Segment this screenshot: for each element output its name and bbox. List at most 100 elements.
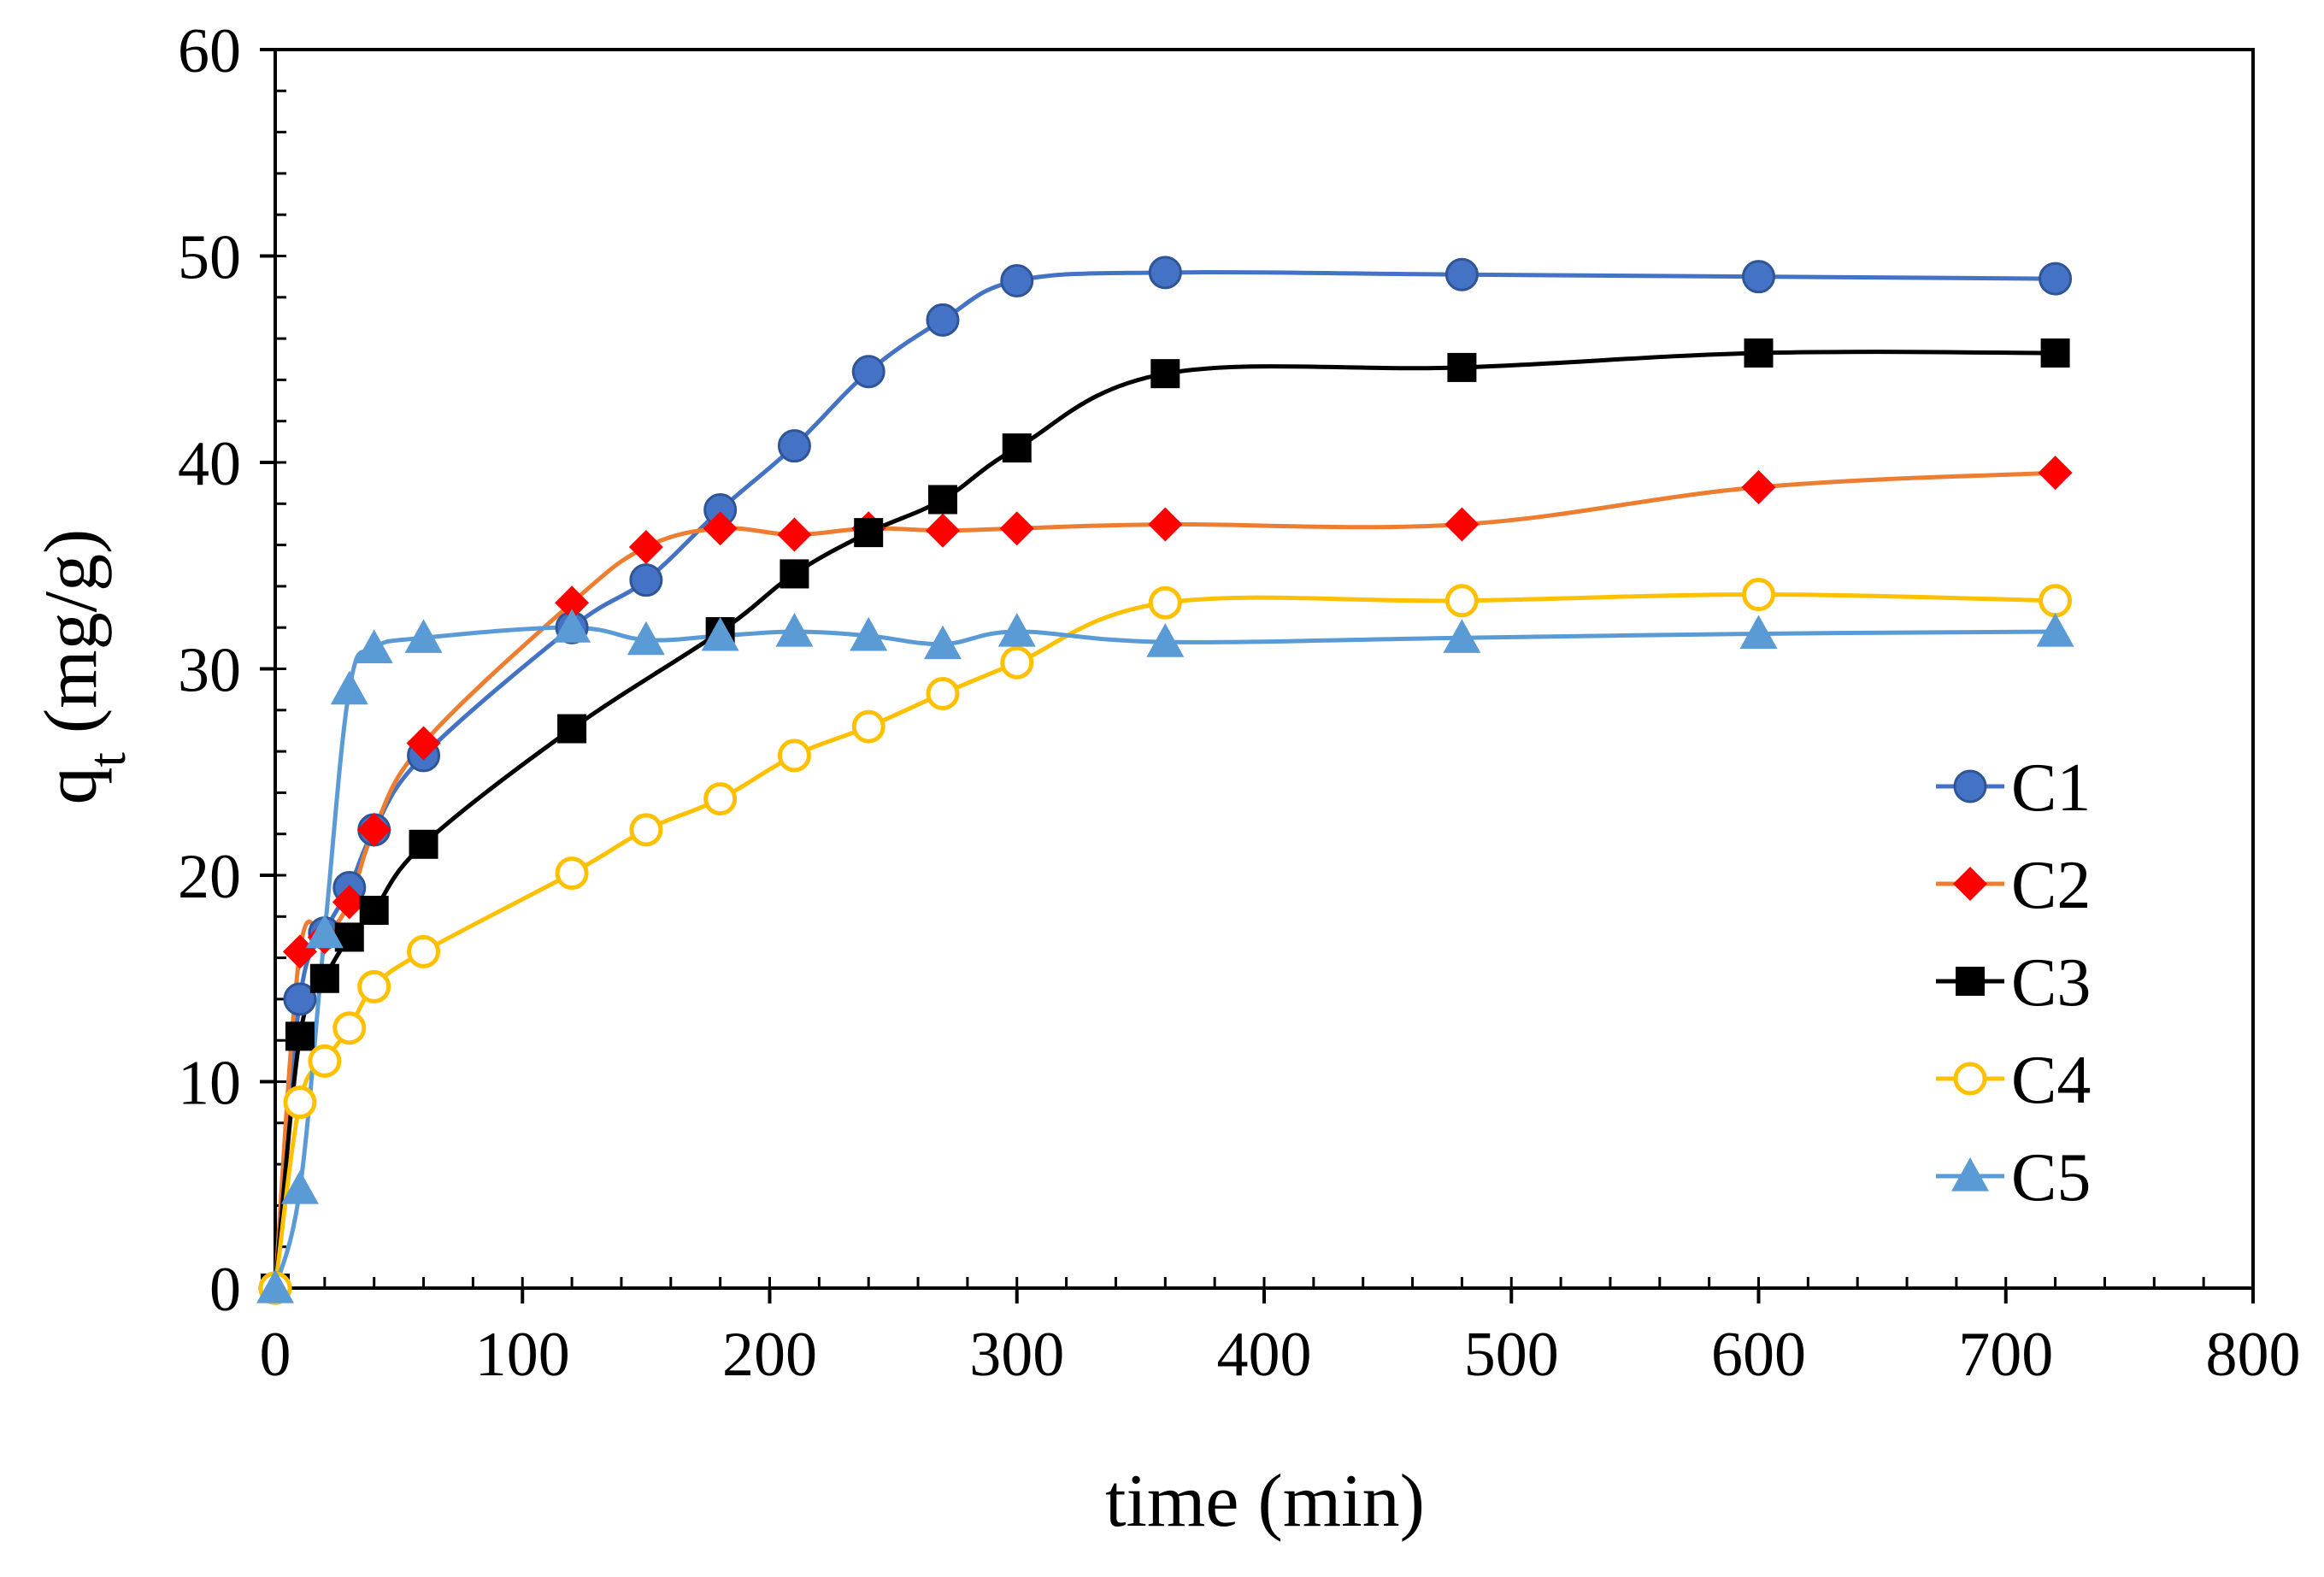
data-point-c3	[309, 963, 339, 993]
data-point-c2	[332, 885, 367, 920]
legend-label: C4	[2011, 1043, 2091, 1118]
data-point-c4	[1148, 585, 1182, 620]
data-point-c3	[780, 559, 809, 589]
y-axis-title-units: (mg/g)	[30, 529, 113, 734]
data-point-c5	[1146, 623, 1185, 657]
legend-marker	[1953, 1062, 1987, 1096]
series-markers-c4	[258, 578, 2073, 1305]
data-point-c2	[406, 726, 441, 761]
x-tick-label: 200	[722, 1320, 817, 1390]
data-point-c5	[997, 613, 1036, 647]
data-point-c5	[850, 616, 888, 651]
data-point-c3	[1150, 359, 1180, 389]
data-point-c2	[925, 513, 960, 548]
series-markers-c5	[256, 609, 2074, 1303]
data-point-c5	[256, 1269, 294, 1303]
data-point-c3	[557, 714, 587, 744]
data-point-c5	[2036, 613, 2074, 647]
data-point-c4	[777, 738, 811, 773]
x-tick-label: 100	[475, 1320, 570, 1390]
data-point-c1	[629, 563, 663, 597]
data-point-c2	[356, 812, 391, 847]
data-point-c4	[407, 934, 441, 968]
legend-marker	[1953, 769, 1987, 803]
y-tick-label: 50	[178, 223, 241, 293]
data-point-c5	[1739, 615, 1778, 650]
y-tick-label: 20	[178, 842, 241, 912]
data-point-c2	[999, 511, 1034, 546]
series-lines-group	[273, 269, 2056, 1289]
series-line-c1	[273, 269, 2056, 1289]
legend-marker	[1956, 967, 1985, 996]
data-point-c4	[851, 709, 885, 744]
data-point-c4	[1742, 578, 1775, 612]
data-point-c1	[2039, 262, 2073, 296]
data-point-c5	[280, 1170, 319, 1204]
legend-item-c4: C4	[1936, 1043, 2091, 1118]
series-line-c4	[273, 592, 2056, 1289]
x-tick-label: 600	[1711, 1320, 1806, 1390]
data-point-c1	[1148, 256, 1182, 290]
legend-label: C1	[2011, 750, 2091, 826]
data-point-c1	[1742, 260, 1775, 294]
data-point-c5	[355, 629, 393, 663]
axes-group: 0 100 200 300 400 500 600 700 800 0 10 20 30 40 50 60	[178, 16, 2301, 1390]
data-point-c5	[627, 621, 665, 656]
data-point-c4	[926, 676, 960, 710]
x-tick-label: 500	[1464, 1320, 1559, 1390]
legend-item-c2: C2	[1936, 848, 2091, 923]
data-point-c2	[1741, 469, 1776, 504]
data-point-c3	[1002, 433, 1032, 463]
data-point-c1	[851, 355, 885, 389]
y-axis-title-q: q	[30, 767, 113, 804]
y-tick-label: 0	[209, 1255, 241, 1325]
data-point-c1	[777, 429, 811, 463]
data-point-c2	[282, 934, 317, 969]
data-point-c3	[1447, 352, 1477, 382]
series-line-c3	[273, 350, 2056, 1289]
data-point-c3	[927, 485, 957, 515]
legend-item-c3: C3	[1936, 945, 2091, 1021]
legend: C1 C2 C3 C4 C5	[1936, 750, 2091, 1215]
data-point-c4	[308, 1044, 342, 1078]
y-tick-label: 30	[178, 636, 241, 706]
data-point-c4	[357, 969, 391, 1003]
data-point-c2	[703, 511, 738, 546]
x-axis-title: time (min)	[1105, 1460, 1425, 1543]
data-point-c4	[629, 813, 663, 847]
data-point-c2	[555, 585, 590, 621]
data-point-c5	[923, 625, 962, 660]
data-point-c2	[1148, 507, 1183, 542]
data-point-c4	[283, 1086, 317, 1120]
y-tick-label: 60	[178, 16, 241, 86]
legend-item-c1: C1	[1936, 750, 2091, 826]
data-point-c3	[854, 518, 884, 548]
plot-frame	[274, 48, 2255, 1290]
data-point-c4	[1444, 584, 1479, 618]
data-point-c5	[553, 609, 591, 643]
data-point-c4	[555, 856, 589, 891]
legend-item-c5: C5	[1936, 1140, 2091, 1215]
y-tick-label: 40	[178, 429, 241, 499]
series-markers-c2	[258, 456, 2073, 1305]
data-point-c1	[283, 982, 317, 1016]
data-point-c1	[926, 303, 960, 337]
y-axis-title-subscript: t	[79, 752, 137, 767]
legend-marker	[1953, 867, 1987, 901]
data-point-c2	[628, 530, 663, 565]
y-axis-title: qt (mg/g)	[30, 529, 137, 805]
x-tick-label: 700	[1958, 1320, 2053, 1390]
data-point-c4	[1000, 645, 1034, 680]
data-point-c3	[409, 829, 438, 859]
legend-label: C2	[2011, 848, 2091, 923]
data-point-c5	[330, 670, 368, 705]
data-point-c4	[2039, 584, 2073, 618]
data-point-c2	[777, 517, 812, 552]
data-point-c3	[2040, 338, 2070, 368]
data-point-c4	[703, 782, 738, 816]
data-point-c3	[1744, 338, 1774, 368]
data-point-c5	[305, 914, 344, 949]
data-point-c5	[775, 613, 814, 647]
series-line-c5	[273, 625, 2056, 1289]
